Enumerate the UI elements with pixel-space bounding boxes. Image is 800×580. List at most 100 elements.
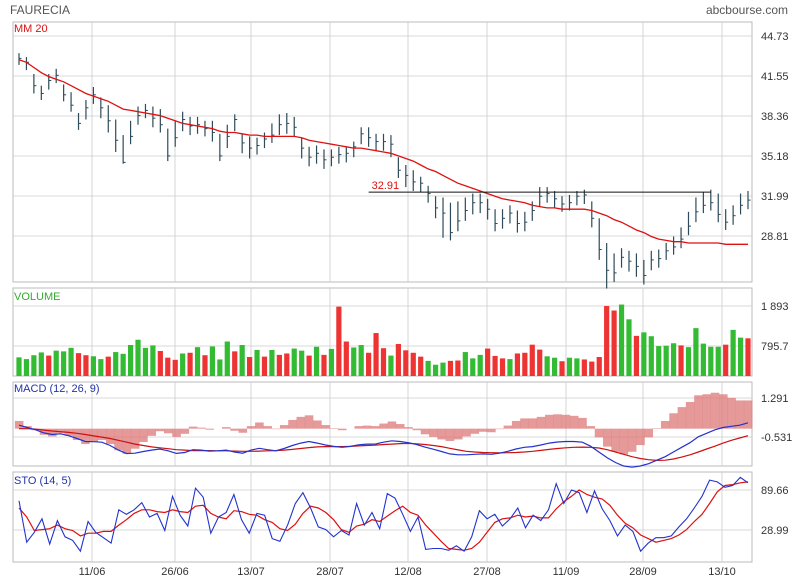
volume-bar	[120, 353, 126, 376]
volume-bar	[366, 352, 372, 376]
volume-bar	[373, 333, 379, 376]
y-tick-label: 1 893	[761, 301, 789, 313]
volume-bar	[224, 341, 230, 376]
macd-histogram-bar	[453, 428, 463, 440]
price-panel: 32.91 MM 20	[14, 23, 751, 289]
macd-histogram-bar	[387, 421, 397, 429]
volume-bar	[269, 349, 275, 376]
macd-histogram-bar	[288, 419, 297, 429]
macd-histogram-bar	[561, 414, 571, 429]
macd-histogram-bar	[652, 428, 662, 429]
volume-bar	[723, 344, 729, 376]
volume-bar	[507, 359, 513, 376]
macd-histogram-bar	[122, 428, 132, 454]
volume-bar	[537, 349, 543, 376]
volume-bar	[180, 353, 186, 376]
volume-bar	[194, 347, 201, 376]
source-label: abcbourse.com	[706, 3, 788, 17]
volume-bar	[737, 337, 744, 376]
macd-histogram-bar	[97, 428, 107, 440]
macd-histogram-bar	[296, 416, 306, 429]
macd-histogram-bar	[578, 417, 587, 429]
volume-bar	[388, 355, 394, 376]
macd-histogram-bar	[47, 428, 57, 437]
x-tick-label: 28/07	[316, 566, 344, 578]
macd-histogram-bar	[321, 425, 330, 429]
volume-bar	[455, 360, 461, 376]
macd-line	[18, 422, 749, 468]
macd-histogram-bar	[487, 428, 496, 433]
macd-histogram-bar	[685, 401, 695, 429]
macd-histogram-bar	[89, 428, 98, 442]
volume-bar	[202, 355, 208, 376]
macd-histogram-bar	[205, 428, 214, 430]
macd-histogram-bar	[105, 428, 115, 445]
volume-bar	[165, 357, 171, 376]
volume-bar	[31, 355, 37, 376]
macd-histogram-bar	[39, 428, 49, 435]
volume-bar	[559, 361, 565, 376]
macd-histogram-bar	[197, 427, 206, 429]
volume-bar	[68, 347, 74, 376]
instrument-title: FAURECIA	[10, 3, 70, 17]
macd-histogram-bar	[520, 418, 529, 429]
x-tick-label: 28/09	[629, 566, 657, 578]
volume-bar	[462, 352, 468, 376]
volume-bar	[83, 355, 89, 376]
volume-bar	[477, 354, 483, 376]
macd-histogram-bar	[669, 413, 678, 429]
macd-histogram-bar	[163, 428, 173, 434]
macd-histogram-bar	[545, 414, 554, 429]
x-tick-label: 27/08	[473, 566, 501, 578]
y-tick-label: 44.73	[761, 31, 789, 43]
volume-bar	[217, 359, 223, 376]
macd-histogram-bar	[661, 420, 670, 429]
macd-legend: MACD (12, 26, 9)	[14, 383, 100, 395]
volume-bar	[410, 352, 416, 376]
y-tick-label: 41.55	[761, 71, 789, 83]
volume-bar	[566, 357, 573, 376]
ma20-line	[18, 59, 748, 245]
volume-bar	[551, 357, 558, 376]
macd-histogram-bar	[611, 428, 620, 452]
macd-histogram-bar	[627, 428, 637, 452]
volume-bar	[90, 356, 96, 376]
macd-histogram-bar	[553, 414, 562, 429]
volume-bar	[113, 352, 119, 376]
macd-histogram-bar	[188, 426, 198, 429]
macd-histogram-bar	[304, 415, 314, 429]
volume-bar	[135, 339, 141, 376]
y-tick-label: -0.531	[761, 432, 792, 444]
y-tick-label: 795.7	[761, 341, 789, 353]
macd-histogram-bar	[130, 428, 140, 449]
volume-bar	[611, 310, 617, 376]
x-tick-label: 26/06	[161, 566, 189, 578]
macd-histogram-bar	[72, 428, 82, 440]
stochastic-d-line	[18, 481, 749, 551]
volume-bar	[700, 343, 706, 376]
macd-histogram-bar	[230, 428, 239, 431]
macd-histogram-bar	[636, 428, 645, 446]
macd-histogram-bar	[329, 428, 339, 429]
macd-histogram-bar	[528, 418, 538, 429]
macd-histogram-bar	[727, 397, 736, 429]
volume-bar	[53, 350, 59, 376]
macd-histogram-bar	[362, 425, 372, 429]
volume-bar	[321, 354, 327, 376]
volume-bar	[626, 319, 632, 376]
volume-bar	[663, 345, 669, 376]
macd-histogram-bar	[263, 426, 272, 429]
macd-histogram-bar	[255, 422, 264, 429]
macd-histogram-bar	[569, 415, 579, 429]
volume-bar	[46, 355, 52, 376]
macd-histogram-bar	[470, 428, 480, 434]
y-tick-label: 38.36	[761, 111, 789, 123]
macd-histogram-bar	[279, 425, 289, 429]
volume-bar	[254, 349, 260, 376]
x-tick-label: 11/06	[79, 566, 106, 578]
macd-histogram-bar	[735, 400, 745, 429]
y-tick-label: 89.66	[761, 485, 789, 497]
macd-histogram-bar	[495, 428, 504, 430]
volume-bar	[127, 345, 134, 376]
